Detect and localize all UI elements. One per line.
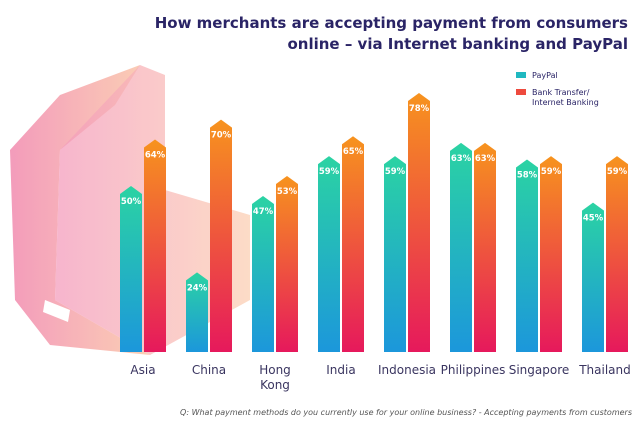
- footnote: Q: What payment methods do you currently…: [180, 408, 632, 417]
- bar: [120, 186, 142, 352]
- x-tick-label: China: [192, 363, 226, 377]
- value-label: 59%: [319, 167, 340, 177]
- value-label: 64%: [145, 151, 166, 161]
- x-tick-label: Thailand: [578, 363, 631, 377]
- legend-label: Bank Transfer/: [532, 88, 590, 97]
- chart-title: How merchants are accepting payment from…: [155, 14, 628, 32]
- x-tick-label: Asia: [130, 363, 155, 377]
- x-tick-label: India: [326, 363, 355, 377]
- x-tick-label: Singapore: [509, 363, 570, 377]
- value-label: 53%: [277, 187, 298, 197]
- bar: [606, 156, 628, 352]
- value-label: 50%: [121, 197, 142, 207]
- value-label: 59%: [541, 167, 562, 177]
- bar: [540, 156, 562, 352]
- bar: [582, 202, 604, 352]
- bar: [144, 139, 166, 352]
- value-label: 24%: [187, 283, 208, 293]
- value-label: 47%: [253, 207, 274, 217]
- bar: [516, 159, 538, 352]
- chart-title: online – via Internet banking and PayPal: [287, 35, 628, 53]
- bar: [252, 195, 274, 352]
- bar: [186, 272, 208, 352]
- legend-label: Internet Banking: [532, 98, 599, 107]
- value-label: 65%: [343, 147, 364, 157]
- legend-label: PayPal: [532, 71, 558, 80]
- bar: [342, 136, 364, 352]
- bar: [408, 93, 430, 352]
- x-tick-label: Philippines: [441, 363, 506, 377]
- bar: [474, 142, 496, 352]
- x-tick-label: Indonesia: [378, 363, 436, 377]
- legend-swatch: [516, 72, 526, 78]
- value-label: 63%: [451, 154, 472, 164]
- value-label: 70%: [211, 131, 232, 141]
- value-label: 59%: [607, 167, 628, 177]
- value-label: 58%: [517, 170, 538, 180]
- value-label: 59%: [385, 167, 406, 177]
- value-label: 78%: [409, 104, 430, 114]
- bar: [384, 156, 406, 352]
- bar: [276, 176, 298, 352]
- bar: [318, 156, 340, 352]
- bar: [210, 119, 232, 352]
- bar: [450, 142, 472, 352]
- value-label: 63%: [475, 154, 496, 164]
- x-tick-label: Hong: [259, 363, 291, 377]
- legend-swatch: [516, 89, 526, 95]
- value-label: 45%: [583, 214, 604, 224]
- x-tick-label: Kong: [260, 378, 290, 392]
